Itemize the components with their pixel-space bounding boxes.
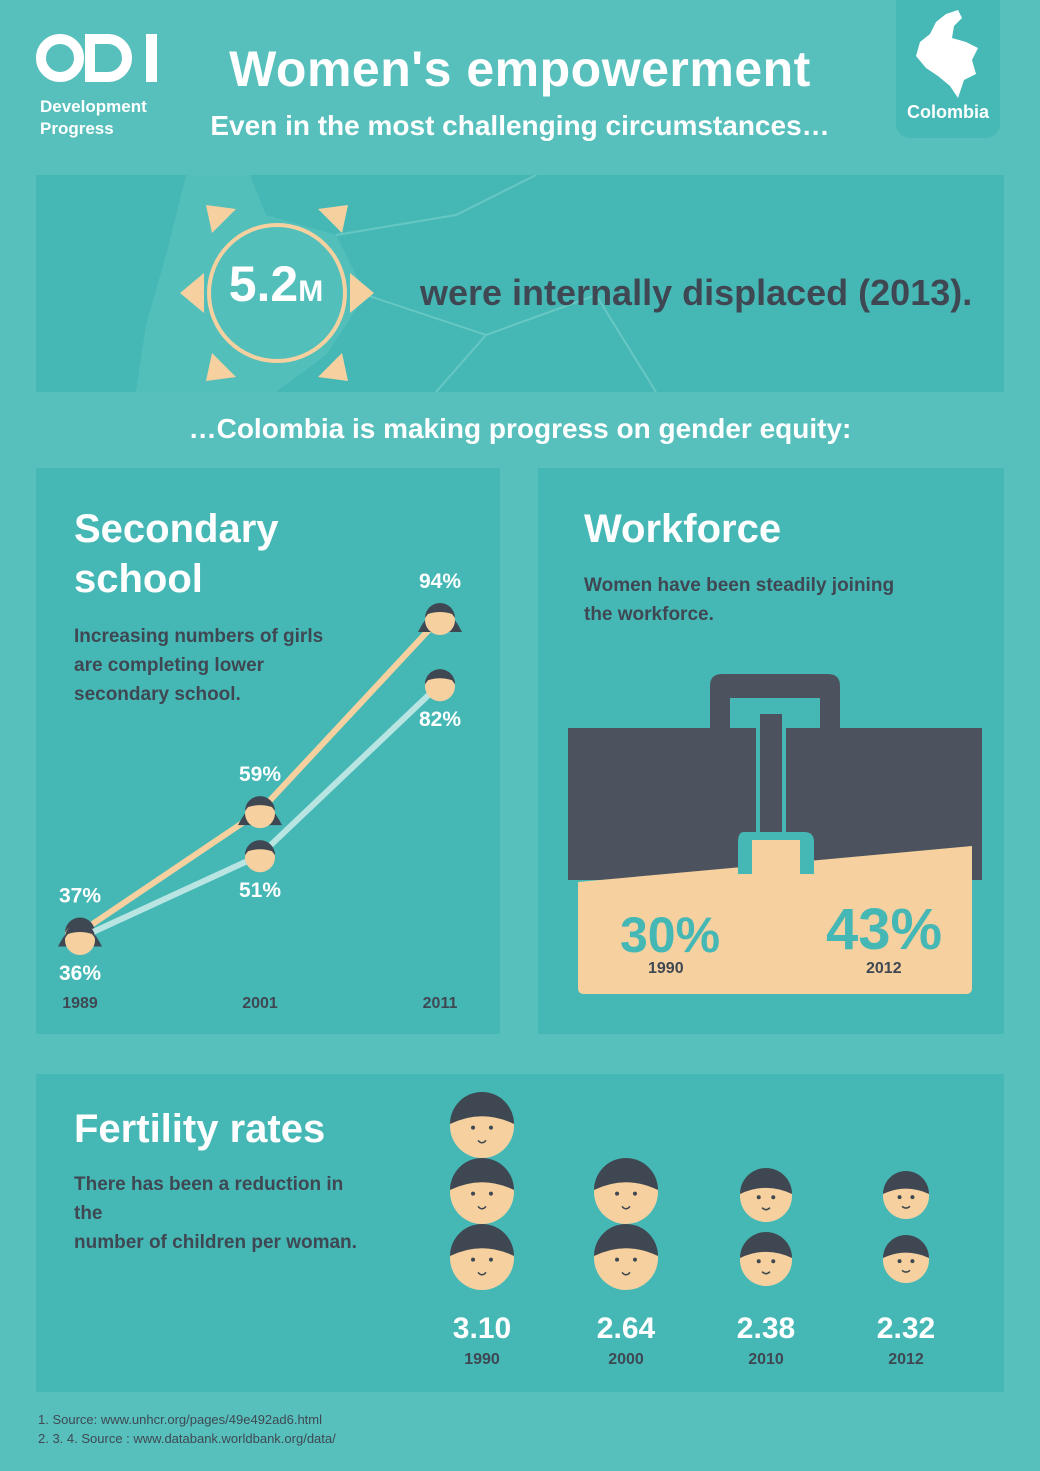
fertility-column	[450, 1092, 514, 1290]
fertility-column	[594, 1158, 658, 1290]
map-background	[136, 175, 657, 392]
secondary-school-panel	[36, 468, 500, 1034]
school-title: Secondary school	[74, 504, 374, 604]
workforce-year-2012: 2012	[866, 960, 902, 977]
workforce-desc-line-2: the workforce.	[584, 604, 714, 625]
fertility-panel	[36, 1074, 1004, 1392]
workforce-title: Workforce	[584, 507, 782, 551]
fertility-year-label: 1990	[464, 1351, 500, 1368]
briefcase-icon	[568, 674, 982, 994]
x-tick-label: 2001	[242, 995, 278, 1012]
data-point-face-icon	[418, 603, 462, 635]
point-label: 36%	[59, 962, 101, 985]
child-face-icon	[883, 1235, 929, 1283]
data-point-face-icon	[245, 840, 275, 873]
displaced-value: 5.2	[228, 256, 299, 312]
child-face-icon	[450, 1158, 514, 1224]
point-label: 37%	[59, 884, 101, 907]
fertility-year-label: 2010	[748, 1351, 784, 1368]
logo-sub-line-1: Development	[40, 97, 147, 116]
logo-subtitle: Development Progress	[40, 96, 147, 140]
fertility-value-label: 3.10	[453, 1312, 511, 1345]
fertility-year-label: 2000	[608, 1351, 644, 1368]
displaced-text: were internally displaced (2013).	[420, 272, 973, 313]
child-face-icon	[740, 1232, 792, 1286]
fertility-year-label: 2012	[888, 1351, 924, 1368]
fertility-column	[740, 1168, 792, 1286]
child-face-icon	[594, 1224, 658, 1290]
fertility-desc-line-2: number of children per woman.	[74, 1232, 357, 1253]
displaced-number: 5.2M	[216, 255, 336, 313]
workforce-value-2012: 43%	[826, 897, 943, 962]
country-label: Colombia	[906, 102, 989, 122]
data-point-face-icon	[238, 796, 282, 829]
workforce-desc-line-1: Women have been steadily joining	[584, 575, 895, 596]
displaced-unit: M	[298, 275, 324, 308]
footnote-2: 2. 3. 4. Source : www.databank.worldbank…	[38, 1431, 336, 1446]
school-line-chart: 37% 59% 94% 36% 51% 82% 1989 2001 2011	[58, 570, 462, 1012]
fertility-value-label: 2.64	[597, 1312, 656, 1345]
x-tick-label: 2011	[423, 995, 458, 1012]
page-title: Women's empowerment	[229, 41, 811, 97]
school-description: Increasing numbers of girls are completi…	[74, 622, 354, 709]
footnote-1: 1. Source: www.unhcr.org/pages/49e492ad6…	[38, 1412, 323, 1427]
school-desc-line-2: are completing lower	[74, 655, 265, 676]
fertility-value-label: 2.38	[737, 1312, 795, 1345]
school-desc-line-1: Increasing numbers of girls	[74, 626, 324, 647]
child-face-icon	[594, 1158, 658, 1224]
fertility-value-label: 2.32	[877, 1312, 935, 1345]
school-desc-line-3: secondary school.	[74, 684, 241, 705]
x-tick-label: 1989	[62, 995, 98, 1012]
fertility-chart: 3.10 1990 2.64 2000 2.38 2010 2.32 2012	[450, 1092, 935, 1368]
logo-sub-line-2: Progress	[40, 119, 114, 138]
odi-logo	[36, 34, 157, 82]
school-title-line-1: Secondary	[74, 507, 279, 551]
point-label: 82%	[419, 708, 461, 731]
school-title-line-2: school	[74, 557, 203, 601]
fertility-desc-line-1: There has been a reduction in the	[74, 1174, 344, 1224]
child-face-icon	[450, 1224, 514, 1290]
child-face-icon	[740, 1168, 792, 1222]
workforce-description: Women have been steadily joining the wor…	[584, 571, 904, 629]
child-face-icon	[450, 1092, 514, 1158]
data-point-face-icon	[65, 923, 95, 955]
page-subtitle: Even in the most challenging circumstanc…	[210, 110, 830, 141]
progress-heading: …Colombia is making progress on gender e…	[188, 413, 852, 444]
displaced-panel	[36, 175, 1004, 392]
fertility-column	[883, 1171, 929, 1283]
fertility-description: There has been a reduction in the number…	[74, 1170, 374, 1257]
point-label: 59%	[239, 763, 281, 786]
child-face-icon	[883, 1171, 929, 1219]
footnotes: 1. Source: www.unhcr.org/pages/49e492ad6…	[38, 1410, 336, 1448]
data-point-face-icon	[425, 669, 455, 702]
point-label: 51%	[239, 879, 281, 902]
fertility-title: Fertility rates	[74, 1107, 326, 1151]
colombia-map-icon	[916, 10, 978, 98]
workforce-year-1990: 1990	[648, 960, 684, 977]
point-label: 94%	[419, 570, 461, 593]
workforce-value-1990: 30%	[620, 907, 721, 963]
